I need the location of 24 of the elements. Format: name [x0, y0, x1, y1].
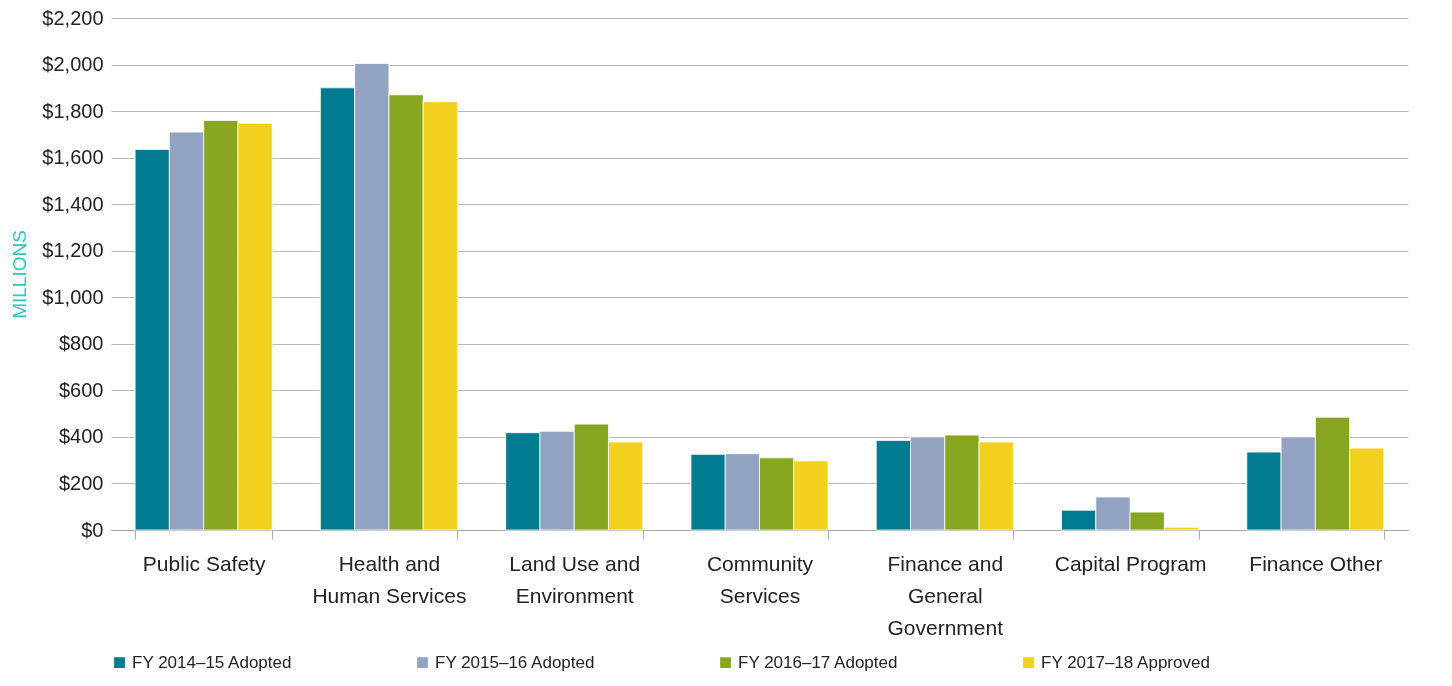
y-tick-label: $2,200 [42, 6, 104, 29]
x-tick-label: Finance and General Government [887, 551, 1004, 639]
y-tick-label: $0 [81, 518, 104, 541]
y-axis-title: MILLIONS [9, 230, 31, 319]
x-tick-label: Public Safety [142, 551, 266, 575]
y-tick-label: $600 [59, 378, 104, 401]
y-tick-label: $800 [59, 332, 104, 355]
x-tick-label: Land Use and Environment [509, 551, 641, 607]
legend-label: FY 2017–18 Approved [1041, 652, 1210, 672]
x-tick-label: Finance Other [1249, 551, 1383, 575]
y-tick-label: $1,800 [42, 99, 104, 122]
y-tick-label: $2,000 [42, 53, 104, 76]
y-tick-label: $400 [59, 425, 104, 448]
y-tick-label: $1,400 [42, 192, 104, 215]
legend-label: FY 2015–16 Adopted [435, 652, 595, 672]
x-tick-label: Health and Human Services [312, 551, 467, 607]
x-tick-label: Community Services [706, 551, 814, 607]
legend-label: FY 2016–17 Adopted [738, 652, 898, 672]
x-tick-label: Capital Program [1054, 551, 1207, 575]
y-tick-label: $1,200 [42, 239, 104, 262]
y-tick-label: $1,600 [42, 146, 104, 169]
y-tick-label: $1,000 [42, 285, 104, 308]
legend-label: FY 2014–15 Adopted [132, 652, 292, 672]
y-tick-label: $200 [59, 471, 104, 494]
